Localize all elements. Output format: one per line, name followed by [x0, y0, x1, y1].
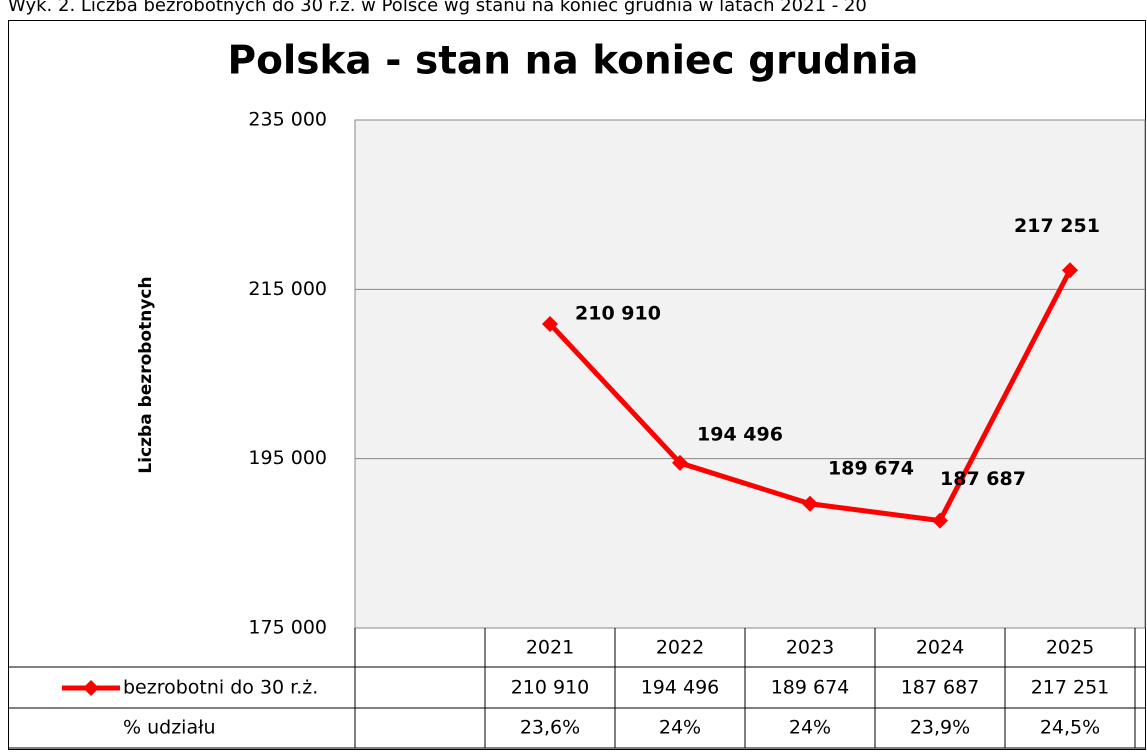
table-cell: 24,5% [1040, 717, 1100, 739]
legend-label: bezrobotni do 30 r.ż. [123, 677, 318, 699]
marker [802, 495, 818, 512]
chart-title: Polska - stan na koniec grudnia [228, 39, 919, 84]
marker [1062, 262, 1078, 279]
y-axis-label: Liczba bezrobotnych [136, 276, 156, 473]
marker [542, 315, 558, 332]
x-tick-label: 2021 [526, 637, 574, 659]
x-tick-label: 2024 [916, 637, 964, 659]
x-tick-label: 2022 [656, 637, 704, 659]
x-tick-label: 2023 [786, 637, 834, 659]
data-label: 194 496 [697, 423, 783, 445]
data-label: 189 674 [828, 457, 914, 479]
table-cell: 187 687 [901, 677, 980, 699]
marker [932, 512, 948, 529]
legend-marker [83, 680, 99, 696]
y-tick-label: 175 000 [248, 617, 327, 639]
table-cell: 23,9% [910, 717, 970, 739]
table-cell: 189 674 [771, 677, 850, 699]
y-tick-label: 235 000 [248, 109, 327, 131]
caption: Wyk. 2. Liczba bezrobotnych do 30 r.ż. w… [8, 0, 867, 16]
table-cell: 210 910 [511, 677, 590, 699]
table-cell: 23,6% [520, 717, 580, 739]
x-tick-label: 2025 [1046, 637, 1094, 659]
y-tick-label: 215 000 [248, 278, 327, 300]
y-tick-label: 195 000 [248, 447, 327, 469]
table-cell: 217 251 [1031, 677, 1110, 699]
table-cell: 194 496 [641, 677, 720, 699]
data-label: 187 687 [940, 468, 1026, 490]
table-cell: 24% [789, 717, 831, 739]
table-cell: 24% [659, 717, 701, 739]
plot-area [354, 119, 1146, 629]
marker [672, 454, 688, 471]
data-label: 210 910 [575, 302, 661, 324]
data-label: 217 251 [1014, 215, 1100, 237]
table-row-label: % udziału [123, 717, 216, 739]
